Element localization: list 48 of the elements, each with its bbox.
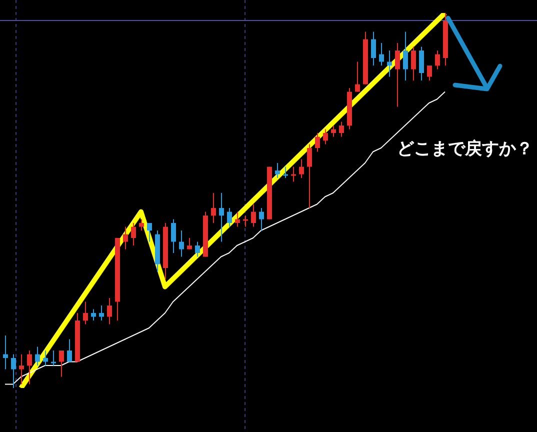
candlestick bbox=[211, 192, 216, 224]
candlestick bbox=[123, 226, 128, 250]
candlestick bbox=[307, 144, 312, 208]
candlestick bbox=[387, 50, 392, 78]
candlestick bbox=[27, 350, 32, 385]
candlestick bbox=[51, 350, 56, 366]
candlestick bbox=[99, 305, 104, 321]
candlestick bbox=[251, 204, 256, 228]
candlestick bbox=[291, 166, 296, 182]
candlestick bbox=[147, 222, 152, 242]
candlestick bbox=[187, 238, 192, 250]
candlestick bbox=[427, 65, 432, 81]
candlestick bbox=[339, 121, 344, 138]
candlestick bbox=[91, 308, 96, 321]
candlestick bbox=[67, 338, 72, 362]
candlestick bbox=[243, 215, 248, 228]
candlestick bbox=[331, 125, 336, 138]
candlestick bbox=[411, 46, 416, 81]
candlestick bbox=[315, 132, 320, 152]
candlestick bbox=[219, 192, 224, 242]
annotation: どこまで戻すか？ bbox=[397, 138, 533, 160]
candlestick bbox=[139, 218, 144, 231]
candlestick bbox=[323, 128, 328, 145]
candlestick bbox=[403, 31, 408, 81]
candlestick bbox=[227, 208, 232, 228]
candlestick bbox=[379, 42, 384, 66]
candlestick bbox=[355, 61, 360, 92]
candlestick bbox=[43, 350, 48, 366]
candlestick bbox=[35, 346, 40, 366]
candlestick bbox=[83, 301, 88, 325]
candlestick bbox=[299, 158, 304, 178]
candlestick bbox=[59, 350, 64, 378]
candlestick bbox=[171, 218, 176, 254]
candlestick bbox=[11, 354, 16, 388]
candlestick bbox=[19, 354, 24, 385]
candlestick bbox=[195, 241, 200, 258]
candlestick bbox=[107, 298, 112, 325]
candlestick bbox=[131, 222, 136, 246]
candlestick bbox=[395, 42, 400, 108]
candlestick bbox=[259, 208, 264, 231]
candlestick bbox=[3, 335, 8, 370]
candlestick bbox=[179, 230, 184, 258]
candlestick bbox=[419, 46, 424, 81]
candlestick bbox=[435, 50, 440, 70]
candlestick bbox=[283, 166, 288, 178]
candlestick bbox=[235, 211, 240, 228]
candlestick bbox=[371, 31, 376, 66]
candlestick bbox=[275, 162, 280, 178]
